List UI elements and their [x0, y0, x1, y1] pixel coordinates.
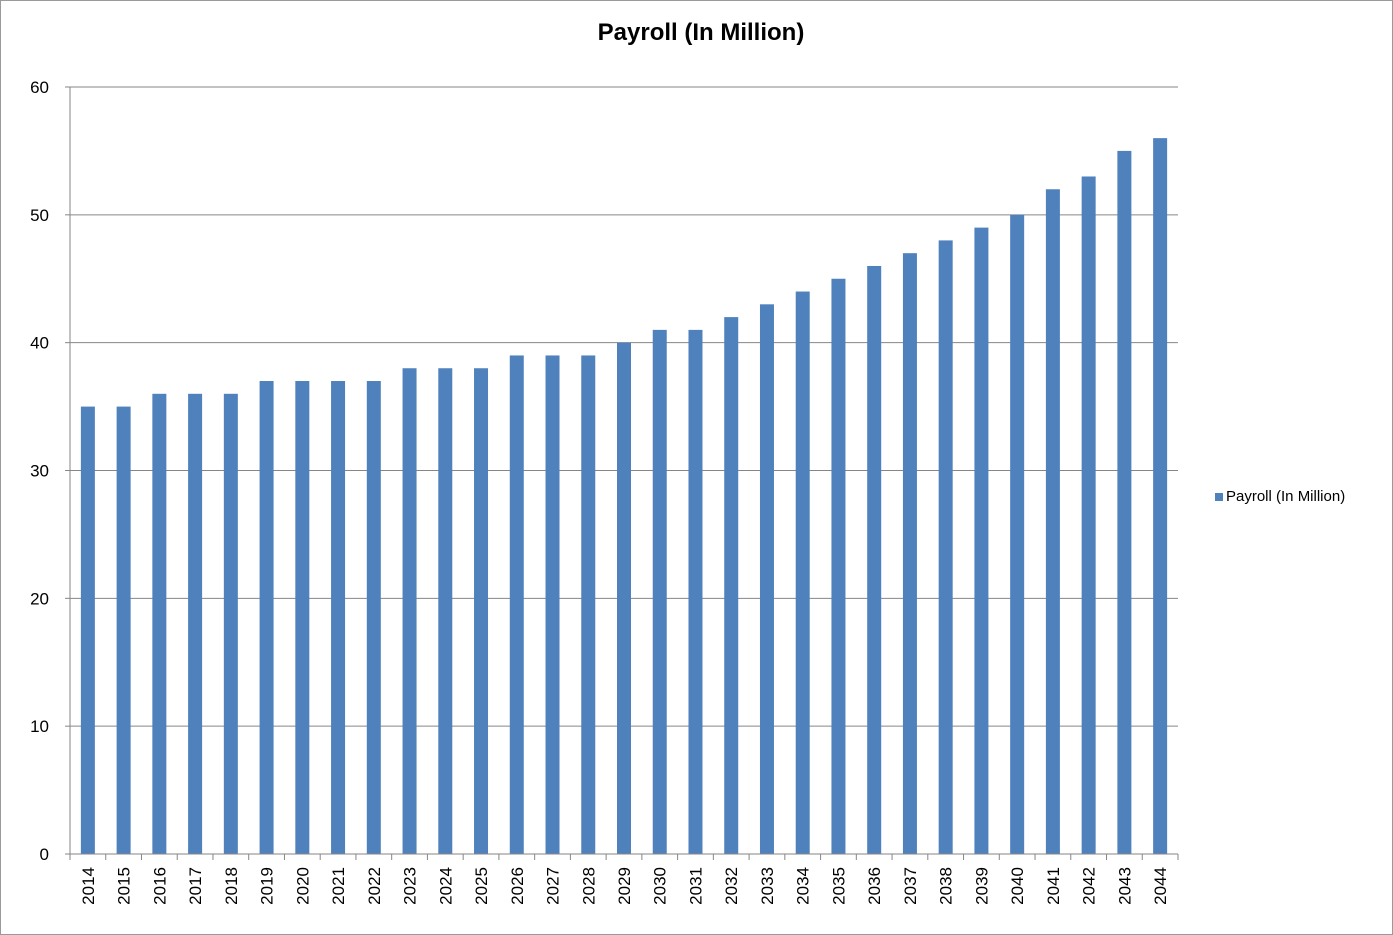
bar-2039: [974, 227, 989, 854]
bar-2024: [438, 368, 453, 854]
bar-2019: [259, 381, 274, 854]
legend-label: Payroll (In Million): [1226, 488, 1346, 505]
y-tick-label: 20: [30, 589, 49, 608]
bar-2032: [724, 317, 739, 855]
x-tick-label: 2038: [937, 867, 956, 905]
x-tick-label: 2022: [365, 867, 384, 905]
bar-2014: [80, 406, 95, 854]
bar-2016: [152, 393, 167, 854]
x-tick-label: 2014: [79, 867, 98, 905]
bar-2044: [1153, 138, 1168, 855]
y-tick-label: 50: [30, 206, 49, 225]
bar-2036: [867, 265, 882, 854]
bar-2035: [831, 278, 846, 854]
y-tick-label: 10: [30, 717, 49, 736]
x-tick-label: 2018: [222, 867, 241, 905]
x-tick-label: 2030: [651, 867, 670, 905]
y-tick-label: 0: [40, 845, 49, 864]
x-tick-label: 2042: [1080, 867, 1099, 905]
x-tick-label: 2041: [1044, 867, 1063, 905]
x-tick-label: 2015: [115, 867, 134, 905]
x-tick-label: 2026: [508, 867, 527, 905]
x-tick-label: 2020: [293, 867, 312, 905]
x-tick-label: 2021: [329, 867, 348, 905]
bar-2021: [331, 381, 346, 854]
bar-2027: [545, 355, 560, 854]
x-tick-label: 2017: [186, 867, 205, 905]
bar-2029: [617, 342, 631, 854]
bar-2020: [295, 381, 310, 854]
x-tick-label: 2029: [615, 867, 634, 905]
bar-2018: [223, 393, 238, 854]
bar-2030: [652, 329, 667, 855]
x-tick-label: 2016: [150, 867, 169, 905]
bar-2037: [902, 253, 917, 854]
x-tick-label: 2032: [722, 867, 741, 905]
chart-title: Payroll (In Million): [597, 19, 805, 46]
x-tick-label: 2024: [436, 867, 455, 905]
y-tick-label: 30: [30, 462, 49, 481]
x-tick-label: 2033: [758, 867, 777, 905]
bar-2034: [795, 291, 810, 854]
bar-2038: [938, 240, 953, 854]
x-tick-label: 2031: [686, 867, 705, 905]
y-tick-label: 40: [30, 334, 49, 353]
y-tick-label: 60: [30, 78, 49, 97]
bar-2040: [1010, 214, 1025, 855]
bar-2042: [1081, 176, 1096, 854]
x-tick-label: 2027: [544, 867, 563, 905]
x-tick-label: 2034: [794, 867, 813, 905]
x-tick-label: 2035: [829, 867, 848, 905]
bar-2025: [474, 368, 489, 854]
bar-2017: [188, 393, 203, 854]
x-tick-label: 2039: [972, 867, 991, 905]
bar-2043: [1117, 150, 1132, 854]
x-tick-label: 2036: [865, 867, 884, 905]
bar-2022: [366, 381, 381, 854]
bar-2041: [1045, 189, 1060, 854]
bar-2033: [759, 304, 774, 855]
x-tick-label: 2023: [401, 867, 420, 905]
x-tick-label: 2028: [579, 867, 598, 905]
x-tick-label: 2037: [901, 867, 920, 905]
bar-2015: [116, 406, 131, 854]
bar-2026: [509, 355, 524, 854]
bar-2028: [581, 355, 596, 854]
x-tick-label: 2044: [1151, 867, 1170, 905]
bar-2031: [688, 329, 703, 855]
bar-2023: [402, 368, 417, 854]
x-tick-label: 2040: [1008, 867, 1027, 905]
x-tick-label: 2019: [258, 867, 277, 905]
x-tick-label: 2043: [1115, 867, 1134, 905]
legend-swatch: [1215, 492, 1223, 501]
legend: Payroll (In Million): [1215, 488, 1345, 505]
x-tick-label: 2025: [472, 867, 491, 905]
